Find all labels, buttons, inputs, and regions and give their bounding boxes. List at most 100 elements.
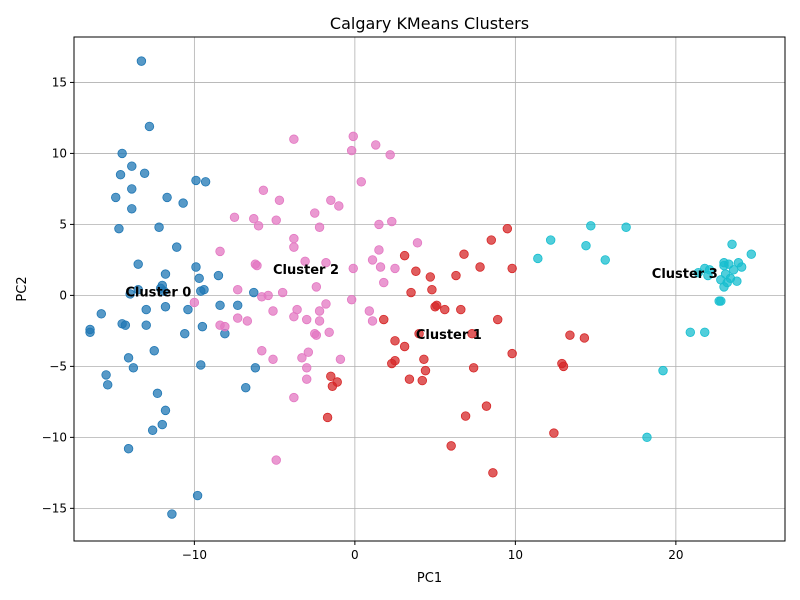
cluster-label: Cluster 2 — [273, 263, 339, 278]
cluster-0-point — [200, 177, 211, 187]
cluster-2-point — [321, 299, 331, 309]
cluster-1-point — [327, 381, 338, 391]
cluster-1-point — [390, 336, 400, 346]
cluster-0-point — [141, 320, 151, 330]
cluster-1-point — [419, 354, 429, 364]
y-tick-label: 5 — [59, 217, 67, 231]
cluster-3-point — [736, 262, 747, 272]
cluster-0-point — [128, 363, 139, 373]
cluster-1-point — [459, 249, 469, 259]
cluster-3-point — [621, 222, 631, 232]
cluster-2-point — [335, 354, 346, 364]
cluster-0-point — [96, 309, 106, 319]
cluster-0-point — [249, 287, 259, 298]
cluster-0-point — [117, 148, 127, 159]
cluster-0-point — [123, 353, 134, 363]
cluster-2-point — [289, 311, 299, 322]
cluster-0-point — [183, 304, 193, 315]
cluster-1-point — [460, 411, 471, 421]
cluster-0-point — [154, 222, 164, 232]
chart-title: Calgary KMeans Clusters — [330, 14, 529, 33]
cluster-0-point — [250, 363, 261, 373]
cluster-1-point — [326, 371, 336, 382]
cluster-0-point — [162, 192, 172, 203]
cluster-2-point — [310, 208, 320, 218]
data-points — [85, 56, 756, 519]
cluster-2-point — [220, 321, 230, 332]
cluster-1-point — [399, 250, 410, 261]
y-tick-label: 10 — [52, 146, 67, 160]
cluster-2-point — [375, 262, 386, 272]
cluster-label: Cluster 3 — [652, 267, 718, 282]
cluster-0-point — [120, 320, 131, 330]
cluster-1-point — [446, 441, 456, 451]
cluster-0-point — [215, 300, 225, 311]
cluster-1-point — [451, 270, 461, 281]
cluster-2-point — [387, 216, 397, 227]
x-axis-label: PC1 — [417, 571, 442, 586]
cluster-0-point — [167, 509, 177, 519]
cluster-0-point — [139, 168, 150, 178]
cluster-0-point — [180, 329, 190, 339]
cluster-1-point — [475, 262, 485, 272]
cluster-0-point — [196, 360, 206, 370]
cluster-2-point — [302, 363, 312, 373]
cluster-2-point — [189, 297, 200, 308]
cluster-1-point — [404, 374, 415, 384]
cluster-3-point — [703, 270, 713, 281]
cluster-3-point — [600, 255, 610, 265]
y-tick-label: −5 — [49, 359, 67, 373]
cluster-2-point — [314, 316, 325, 326]
cluster-1-point — [379, 314, 389, 325]
grid — [74, 37, 785, 541]
cluster-1-point — [406, 287, 416, 298]
cluster-0-point — [136, 56, 147, 66]
plot-area-frame — [73, 36, 786, 542]
cluster-2-point — [274, 195, 285, 205]
cluster-2-point — [346, 294, 357, 305]
cluster-0-point — [160, 302, 171, 312]
cluster-0-point — [196, 286, 206, 296]
cluster-2-point — [289, 242, 299, 252]
cluster-1-point — [399, 341, 410, 352]
cluster-2-point — [289, 392, 299, 403]
cluster-3-point — [581, 240, 591, 251]
cluster-2-point — [367, 255, 378, 265]
cluster-1-point — [486, 235, 496, 245]
cluster-0-point — [133, 285, 143, 295]
cluster-3-point — [693, 267, 704, 278]
cluster-2-point — [374, 245, 384, 255]
cluster-0-point — [157, 419, 167, 430]
cluster-3-point — [642, 432, 652, 443]
cluster-1-point — [414, 329, 424, 339]
cluster-2-point — [321, 258, 331, 268]
cluster-0-point — [125, 289, 135, 299]
cluster-0-point — [178, 198, 188, 208]
cluster-3-point — [716, 296, 726, 306]
cluster-2-point — [268, 354, 278, 364]
cluster-2-point — [215, 246, 225, 257]
cluster-2-point — [303, 347, 314, 357]
cluster-1-point — [565, 330, 575, 340]
cluster-2-point — [233, 313, 243, 323]
cluster-2-point — [242, 316, 253, 326]
cluster-1-point — [579, 333, 590, 343]
cluster-1-point — [427, 285, 437, 295]
cluster-1-point — [558, 361, 569, 372]
cluster-2-point — [258, 185, 269, 196]
cluster-0-point — [197, 321, 208, 332]
cluster-1-point — [387, 358, 397, 369]
cluster-2-point — [356, 177, 366, 187]
cluster-1-point — [467, 329, 477, 339]
cluster-2-point — [233, 285, 243, 295]
cluster-0-point — [152, 388, 163, 399]
cluster-3-point — [700, 327, 710, 338]
cluster-2-point — [271, 455, 281, 465]
cluster-0-point — [114, 223, 124, 234]
cluster-2-point — [302, 314, 312, 325]
cluster-1-point — [468, 363, 479, 373]
cluster-2-point — [289, 233, 299, 244]
cluster-2-point — [229, 212, 240, 223]
cluster-3-point — [732, 276, 742, 286]
